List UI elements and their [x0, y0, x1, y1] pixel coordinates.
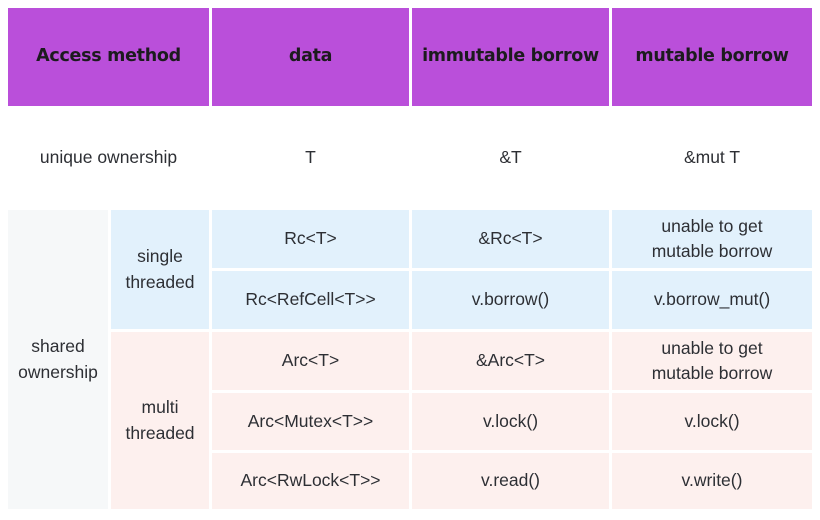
cell-v-borrow: v.borrow() [412, 271, 609, 329]
cell-unique-data: T [212, 109, 409, 207]
header-cell-data: data [212, 8, 409, 106]
header-cell-access-method: Access method [8, 8, 209, 106]
cell-v-write: v.write() [612, 453, 812, 509]
cell-arc-t: Arc<T> [212, 332, 409, 390]
header-cell-mutable-borrow: mutable borrow [612, 8, 812, 106]
cell-rc-refcell-t: Rc<RefCell<T>> [212, 271, 409, 329]
cell-arc-mutex-t: Arc<Mutex<T>> [212, 393, 409, 450]
cell-single-threaded: single threaded [111, 210, 209, 329]
cell-rc-unable-mutable: unable to get mutable borrow [612, 210, 812, 268]
header-cell-immutable-borrow: immutable borrow [412, 8, 609, 106]
cell-rc-t: Rc<T> [212, 210, 409, 268]
cell-unique-ownership: unique ownership [8, 109, 209, 207]
cell-ref-arc-t: &Arc<T> [412, 332, 609, 390]
cell-unique-immutable: &T [412, 109, 609, 207]
cell-v-lock-immutable: v.lock() [412, 393, 609, 450]
cell-multi-threaded: multi threaded [111, 332, 209, 509]
cell-v-read: v.read() [412, 453, 609, 509]
cell-shared-ownership: shared ownership [8, 210, 108, 509]
rust-ownership-table: Access method data immutable borrow muta… [8, 8, 812, 509]
cell-unique-mutable: &mut T [612, 109, 812, 207]
cell-arc-unable-mutable: unable to get mutable borrow [612, 332, 812, 390]
cell-v-borrow-mut: v.borrow_mut() [612, 271, 812, 329]
cell-v-lock-mutable: v.lock() [612, 393, 812, 450]
cell-ref-rc-t: &Rc<T> [412, 210, 609, 268]
cell-arc-rwlock-t: Arc<RwLock<T>> [212, 453, 409, 509]
